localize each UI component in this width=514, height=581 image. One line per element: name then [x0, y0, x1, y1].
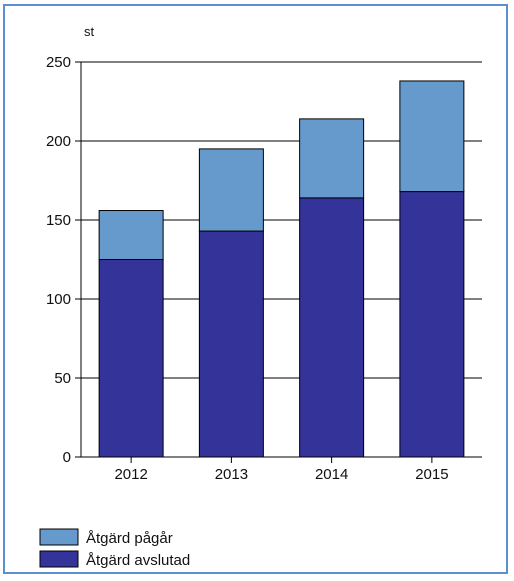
bar-avslutad-2012 — [98, 259, 164, 458]
legend-label: Åtgärd pågår — [86, 530, 173, 547]
x-axis-ticks: 2012 2013 2014 2015 — [114, 457, 449, 483]
bars — [98, 80, 465, 458]
y-tick-label: 200 — [46, 133, 71, 150]
bar-avslutad-2014 — [299, 197, 365, 458]
y-tick-label: 50 — [54, 370, 71, 387]
bar-pagar-2013 — [198, 148, 264, 232]
bar-pagar-2014 — [299, 118, 365, 199]
x-tick-label: 2012 — [114, 466, 147, 483]
x-tick-label: 2014 — [315, 466, 348, 483]
legend: Åtgärd pågår Åtgärd avslutad — [39, 528, 190, 569]
x-tick-label: 2015 — [415, 466, 448, 483]
y-tick-label: 250 — [46, 54, 71, 71]
y-tick-label: 100 — [46, 291, 71, 308]
axes — [80, 62, 482, 458]
legend-swatch — [39, 550, 79, 568]
y-tick-label: 0 — [63, 449, 71, 466]
y-axis-unit-label: st — [84, 24, 95, 39]
legend-swatch — [39, 528, 79, 546]
legend-label: Åtgärd avslutad — [86, 552, 190, 569]
y-axis-ticks: 0 50 100 150 200 250 — [46, 54, 81, 466]
bar-avslutad-2015 — [399, 191, 465, 458]
bar-avslutad-2013 — [198, 230, 264, 458]
x-tick-label: 2013 — [215, 466, 248, 483]
y-tick-label: 150 — [46, 212, 71, 229]
bar-pagar-2012 — [98, 210, 164, 261]
bar-pagar-2015 — [399, 80, 465, 193]
